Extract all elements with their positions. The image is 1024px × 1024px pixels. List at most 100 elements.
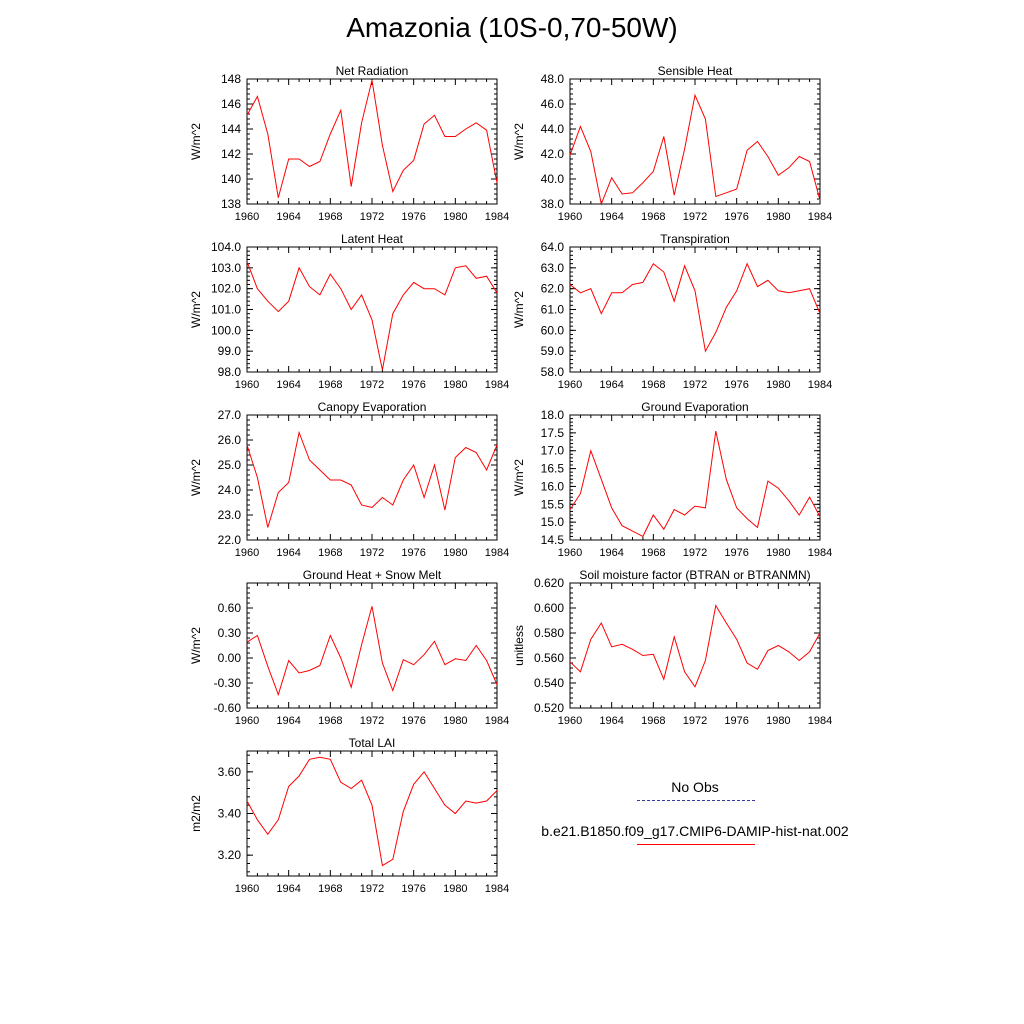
x-tick-label: 1960 [558,547,582,559]
panel-title: Latent Heat [341,232,404,246]
plot-frame [569,582,821,709]
y-axis-label: W/m^2 [189,459,203,496]
x-tick-label: 1972 [683,211,707,223]
x-tick-label: 1968 [318,715,342,727]
y-axis-label: W/m^2 [512,291,526,328]
x-tick-label: 1980 [766,211,790,223]
x-tick-label: 1960 [558,379,582,391]
x-tick-label: 1964 [599,379,623,391]
y-tick-label: 0.560 [534,651,564,665]
y-tick-label: 0.60 [218,601,242,615]
x-tick-label: 1968 [641,715,665,727]
y-tick-label: 60.0 [541,323,565,337]
x-tick-label: 1972 [360,211,384,223]
x-tick-label: 1976 [401,715,425,727]
y-tick-label: 25.0 [218,458,242,472]
y-tick-label: 58.0 [541,365,565,379]
x-tick-label: 1984 [808,211,832,223]
y-tick-label: 0.600 [534,601,564,615]
x-tick-label: 1984 [485,547,509,559]
y-tick-label: 138 [221,197,241,211]
y-tick-label: 17.5 [541,426,565,440]
y-tick-label: 63.0 [541,261,565,275]
y-tick-label: 3.20 [218,848,242,862]
plot-frame [569,246,821,373]
plot-frame [246,78,498,205]
y-tick-label: 38.0 [541,197,565,211]
y-axis-label: W/m^2 [189,123,203,160]
plot-frame [246,750,498,877]
y-tick-label: 24.0 [218,483,242,497]
y-tick-label: 102.0 [211,282,241,296]
x-tick-label: 1972 [360,715,384,727]
y-tick-label: 0.580 [534,626,564,640]
x-tick-label: 1984 [485,379,509,391]
y-tick-label: 3.60 [218,765,242,779]
x-tick-label: 1964 [599,715,623,727]
x-tick-label: 1968 [318,883,342,895]
y-axis-label: W/m^2 [189,291,203,328]
legend-item-obs: No Obs [530,778,860,822]
x-tick-label: 1972 [360,883,384,895]
panel-title: Transpiration [660,232,730,246]
x-tick-label: 1968 [641,379,665,391]
x-tick-label: 1968 [641,211,665,223]
y-tick-label: 17.0 [541,444,565,458]
x-tick-label: 1972 [683,379,707,391]
panel-7: Soil moisture factor (BTRAN or BTRANMN) u… [512,568,832,727]
plot-frame [246,246,498,373]
panel-title: Total LAI [349,736,396,750]
y-tick-label: 18.0 [541,408,565,422]
x-tick-label: 1980 [443,211,467,223]
x-tick-label: 1964 [276,883,300,895]
y-tick-label: 14.5 [541,533,565,547]
legend: No Obs b.e21.B1850.f09_g17.CMIP6-DAMIP-h… [530,778,860,866]
y-tick-label: 99.0 [218,344,242,358]
x-tick-label: 1984 [485,883,509,895]
x-tick-label: 1960 [235,379,259,391]
y-tick-label: 0.00 [218,651,242,665]
x-tick-label: 1972 [360,379,384,391]
panel-title: Ground Heat + Snow Melt [303,568,442,582]
x-tick-label: 1968 [641,547,665,559]
x-tick-label: 1964 [276,379,300,391]
y-tick-label: 103.0 [211,261,241,275]
x-tick-label: 1984 [485,715,509,727]
x-tick-label: 1972 [683,547,707,559]
series-line [246,80,498,198]
plot-frame [246,414,498,541]
y-tick-label: 0.520 [534,701,564,715]
x-tick-label: 1976 [401,547,425,559]
series-line [569,604,821,688]
x-tick-label: 1972 [360,547,384,559]
y-tick-label: 61.0 [541,303,565,317]
x-tick-label: 1972 [683,715,707,727]
x-tick-label: 1960 [558,715,582,727]
x-tick-label: 1960 [235,547,259,559]
y-tick-label: 15.5 [541,497,565,511]
y-tick-label: 27.0 [218,408,242,422]
x-tick-label: 1980 [766,547,790,559]
y-tick-label: 101.0 [211,303,241,317]
legend-label-model: b.e21.B1850.f09_g17.CMIP6-DAMIP-hist-nat… [541,823,849,839]
x-tick-label: 1980 [766,379,790,391]
plot-frame [569,414,821,541]
x-tick-label: 1980 [766,715,790,727]
x-tick-label: 1980 [443,547,467,559]
panel-0: Net Radiation W/m^2 1960 1964 1968 1972 1976 19… [189,64,509,223]
y-tick-label: 23.0 [218,508,242,522]
y-axis-label: W/m^2 [512,123,526,160]
x-tick-label: 1980 [443,883,467,895]
y-tick-label: 142 [221,147,241,161]
y-tick-label: -0.30 [214,676,242,690]
y-axis-label: unitless [512,625,526,666]
y-tick-label: 0.620 [534,576,564,590]
panel-title: Net Radiation [336,64,409,78]
legend-item-model: b.e21.B1850.f09_g17.CMIP6-DAMIP-hist-nat… [530,822,860,866]
x-tick-label: 1984 [808,547,832,559]
legend-label-obs: No Obs [671,779,719,795]
x-tick-label: 1964 [276,715,300,727]
y-tick-label: 48.0 [541,72,565,86]
plot-frame [246,582,498,709]
x-tick-label: 1976 [401,211,425,223]
